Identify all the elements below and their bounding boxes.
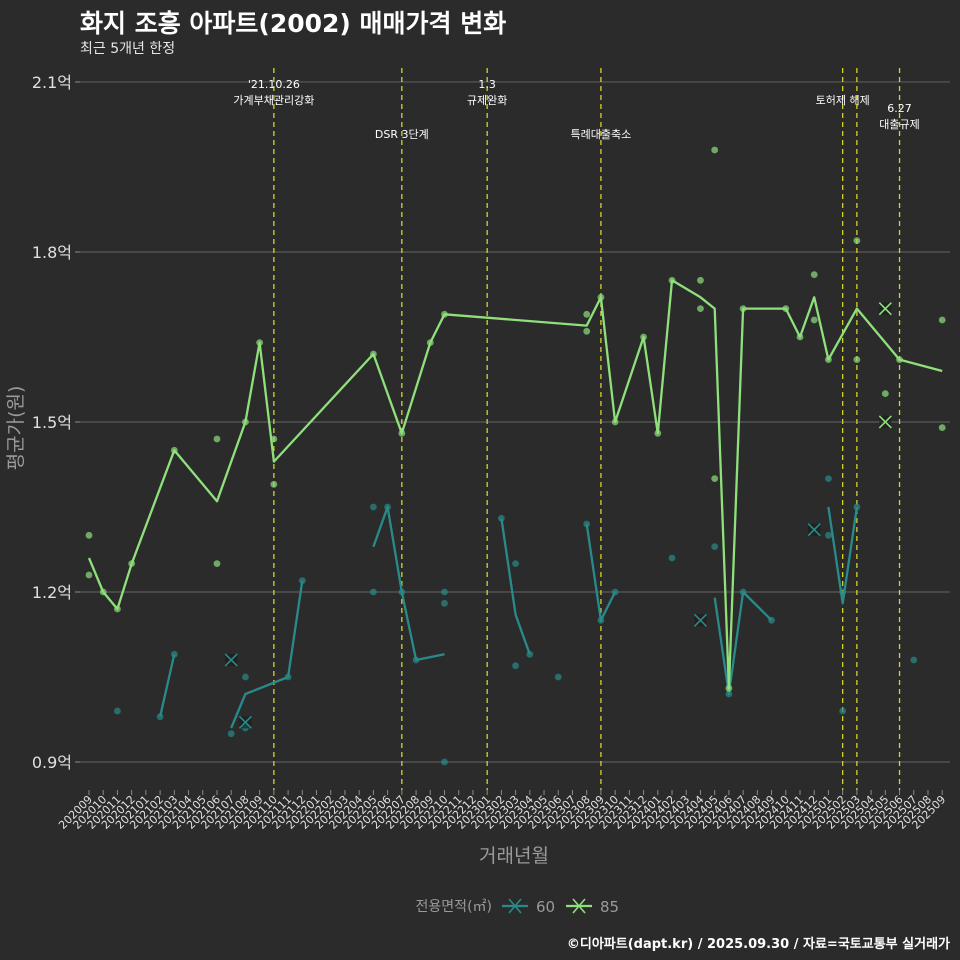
data-point-85 xyxy=(85,571,93,579)
data-point-60 xyxy=(825,475,832,483)
event-label: '21.10.26 xyxy=(248,78,300,91)
data-point-60 xyxy=(668,554,676,562)
series-line-60 xyxy=(585,523,617,622)
legend-cross xyxy=(508,898,522,914)
data-point-85 xyxy=(85,531,93,539)
data-point-60 xyxy=(441,588,448,596)
series-line-60 xyxy=(230,580,304,729)
cross-marker-85 xyxy=(878,302,892,316)
series-85 xyxy=(85,146,946,692)
data-point-60 xyxy=(512,662,519,670)
y-tick-label: 2.1억 xyxy=(32,73,72,92)
data-point-85 xyxy=(810,316,818,324)
event-label: 1.3 xyxy=(478,78,496,91)
y-axis-label: 평균가(원) xyxy=(5,386,27,471)
cross-marker-stroke xyxy=(693,613,708,627)
data-point-60 xyxy=(512,560,519,568)
legend-key-60 xyxy=(502,898,528,914)
data-point-85 xyxy=(881,390,889,398)
data-point-85 xyxy=(711,475,719,483)
series-line-85 xyxy=(87,279,943,690)
data-point-60 xyxy=(910,656,918,664)
series-line-60 xyxy=(372,505,445,662)
data-point-85 xyxy=(938,316,946,324)
source-caption: ©디아파트(dapt.kr) / 2025.09.30 / 자료=국토교통부 실… xyxy=(566,937,950,952)
data-point-60 xyxy=(227,730,235,738)
y-tick-label: 0.9억 xyxy=(32,753,72,772)
data-point-85 xyxy=(270,480,278,488)
data-point-60 xyxy=(242,673,249,681)
legend: 전용면적(㎡) 60 85 xyxy=(416,898,620,916)
event-label: 토허제 해제 xyxy=(816,93,870,107)
data-point-60 xyxy=(554,673,562,681)
cross-marker-60 xyxy=(693,613,708,627)
data-point-60 xyxy=(298,577,306,585)
series-layer xyxy=(85,146,946,766)
legend-title: 전용면적(㎡) xyxy=(416,899,492,915)
cross-marker-60 xyxy=(238,715,252,729)
event-label: 규제완화 xyxy=(467,94,507,107)
data-point-85 xyxy=(938,424,946,432)
chart-subtitle: 최근 5개년 한정 xyxy=(80,41,176,57)
series-line-60 xyxy=(713,590,773,696)
cross-marker-stroke xyxy=(238,715,252,729)
event-label: DSR 3단계 xyxy=(375,128,429,141)
data-point-60 xyxy=(370,503,377,511)
data-point-85 xyxy=(213,435,221,443)
cross-marker-stroke xyxy=(878,302,892,316)
data-point-60 xyxy=(114,707,121,715)
legend-key-85 xyxy=(566,898,592,914)
data-point-85 xyxy=(697,276,704,284)
data-point-60 xyxy=(583,520,591,528)
series-line-60 xyxy=(500,518,531,655)
event-label: 대출규제 xyxy=(879,118,919,131)
data-point-60 xyxy=(441,758,448,766)
data-point-85 xyxy=(213,560,221,568)
data-point-85 xyxy=(583,327,591,335)
event-label: 6.27 xyxy=(887,102,912,115)
cross-marker-stroke xyxy=(807,523,821,537)
axes-layer: 0.9억1.2억1.5억1.8억2.1억20200920201020201120… xyxy=(32,73,948,832)
cross-marker-60 xyxy=(224,653,238,667)
grid-lines xyxy=(80,81,950,763)
chart-title: 화지 조흥 아파트(2002) 매매가격 변화 xyxy=(80,9,507,38)
data-point-85 xyxy=(853,356,861,364)
cross-marker-stroke xyxy=(224,653,238,667)
legend-label-85: 85 xyxy=(600,898,619,916)
legend-label-60: 60 xyxy=(536,898,555,916)
legend-cross xyxy=(572,898,586,914)
series-60 xyxy=(114,475,918,766)
data-point-60 xyxy=(441,599,448,607)
cross-marker-85 xyxy=(878,415,892,429)
data-point-85 xyxy=(697,305,704,313)
event-label: 특례대출축소 xyxy=(571,128,632,141)
data-point-60 xyxy=(711,543,719,551)
data-point-85 xyxy=(583,310,591,318)
series-line-60 xyxy=(827,506,859,605)
x-axis-label: 거래년월 xyxy=(479,845,549,867)
series-line-60 xyxy=(158,654,176,717)
data-point-60 xyxy=(825,531,832,539)
cross-marker-stroke xyxy=(878,415,892,429)
y-tick-label: 1.5억 xyxy=(32,413,72,432)
data-point-60 xyxy=(839,707,847,715)
data-point-85 xyxy=(810,271,818,279)
event-label: 가계부채관리강화 xyxy=(233,94,314,107)
data-point-60 xyxy=(370,588,377,596)
y-tick-label: 1.8억 xyxy=(32,243,72,262)
data-point-60 xyxy=(853,503,861,511)
y-tick-label: 1.2억 xyxy=(32,583,72,602)
data-point-85 xyxy=(853,237,861,245)
data-point-85 xyxy=(711,146,719,154)
cross-marker-60 xyxy=(807,523,821,537)
